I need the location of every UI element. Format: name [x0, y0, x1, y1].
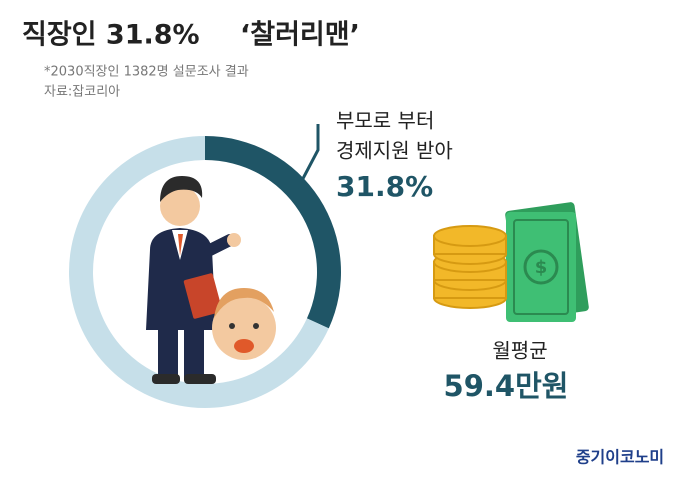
value-label: 31.8%	[336, 170, 433, 203]
pointer-line	[296, 124, 320, 189]
money-illustration: $	[433, 202, 589, 322]
donut	[68, 136, 341, 408]
chart-title: 직장인 31.8%	[22, 20, 200, 51]
chart-title-highlight: ‘찰러리맨’	[240, 20, 360, 51]
average-value: 59.4만원	[444, 369, 569, 403]
donut-segment	[205, 136, 341, 329]
label-line: 부모로 부터	[336, 109, 434, 133]
svg-text:$: $	[535, 257, 548, 278]
note: *2030직장인 1382명 설문조사 결과	[44, 65, 249, 80]
person-illustration	[146, 176, 276, 384]
average-label: 월평균	[492, 339, 547, 363]
source: 자료:잡코리아	[44, 85, 120, 100]
label-line: 경제지원 받아	[336, 139, 453, 163]
brand: 중기이코노미	[576, 448, 664, 467]
